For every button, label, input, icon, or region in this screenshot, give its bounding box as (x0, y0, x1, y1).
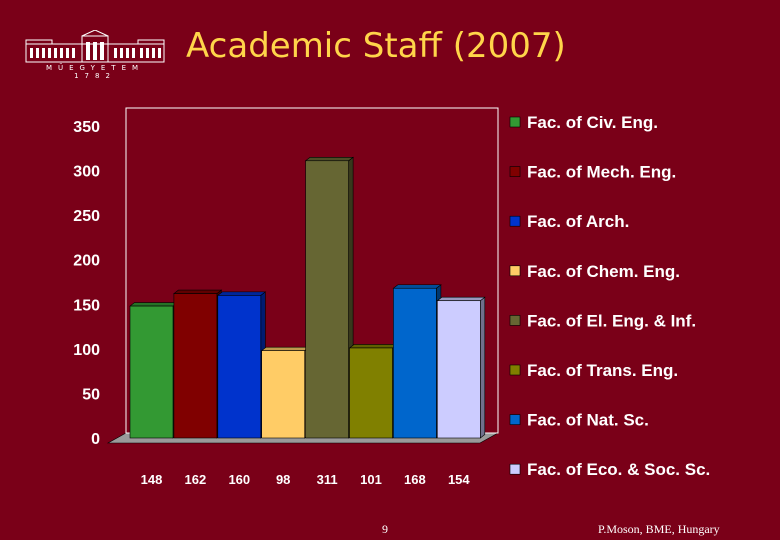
legend-label: Fac. of El. Eng. & Inf. (527, 311, 696, 330)
y-tick-label: 250 (73, 208, 100, 225)
y-tick-label: 100 (73, 342, 100, 359)
y-tick-label: 0 (91, 431, 100, 448)
data-label: 148 (141, 472, 163, 487)
university-logo (25, 30, 165, 63)
data-label: 101 (360, 472, 382, 487)
bar-top (436, 296, 486, 302)
bar-front (173, 293, 218, 439)
bar (260, 346, 311, 439)
logo-caption: MŰEGYETEM 1782 (45, 64, 145, 80)
y-tick-label: 50 (82, 386, 100, 403)
bar (129, 301, 179, 439)
bar (216, 291, 267, 439)
legend-label: Fac. of Arch. (527, 212, 629, 231)
legend-label: Fac. of Civ. Eng. (527, 113, 658, 132)
legend-label: Fac. of Nat. Sc. (527, 411, 649, 430)
bar-front (393, 287, 437, 439)
bar-top (304, 156, 354, 162)
legend-label: Fac. of Mech. Eng. (527, 163, 676, 182)
bar (304, 156, 354, 439)
bar-top (173, 289, 223, 294)
legend-swatch (509, 463, 521, 475)
bar-front (129, 305, 174, 439)
legend-swatch (509, 414, 521, 425)
bar-front (261, 350, 306, 439)
data-label: 168 (404, 472, 426, 487)
bar (348, 343, 398, 439)
legend-swatch (509, 265, 521, 277)
bar-top (348, 344, 398, 349)
legend-swatch (509, 215, 521, 227)
bar (173, 289, 223, 439)
bar-front (217, 295, 262, 439)
y-tick-label: 150 (73, 297, 100, 314)
bar-front (349, 347, 393, 439)
bar-top (216, 291, 267, 296)
bar-front (305, 160, 349, 439)
legend-swatch (509, 116, 521, 128)
y-tick-label: 350 (73, 119, 100, 136)
y-tick-label: 300 (73, 164, 100, 181)
legend-label: Fac. of Chem. Eng. (527, 262, 680, 281)
data-label: 98 (276, 472, 290, 487)
slide-title: Academic Staff (2007) (186, 26, 566, 66)
bar-top (260, 346, 311, 351)
legend-swatch (509, 315, 521, 326)
data-label: 162 (185, 472, 207, 487)
bar-top (129, 302, 179, 307)
bar (392, 284, 442, 439)
legend-label: Fac. of Trans. Eng. (527, 361, 678, 380)
legend-label: Fac. of Eco. & Soc. Sc. (527, 460, 710, 479)
page-number: 9 (382, 522, 388, 536)
data-label: 160 (228, 472, 250, 487)
legend-swatch (509, 364, 521, 376)
footer-credit: P.Moson, BME, Hungary (598, 522, 720, 536)
data-label: 311 (317, 472, 338, 487)
legend-swatch (509, 166, 521, 177)
bar-side (479, 296, 486, 439)
y-tick-label: 200 (73, 253, 100, 270)
bar-top (392, 284, 442, 289)
data-label: 154 (448, 472, 470, 487)
bar (436, 296, 486, 439)
bar-front (436, 300, 481, 439)
